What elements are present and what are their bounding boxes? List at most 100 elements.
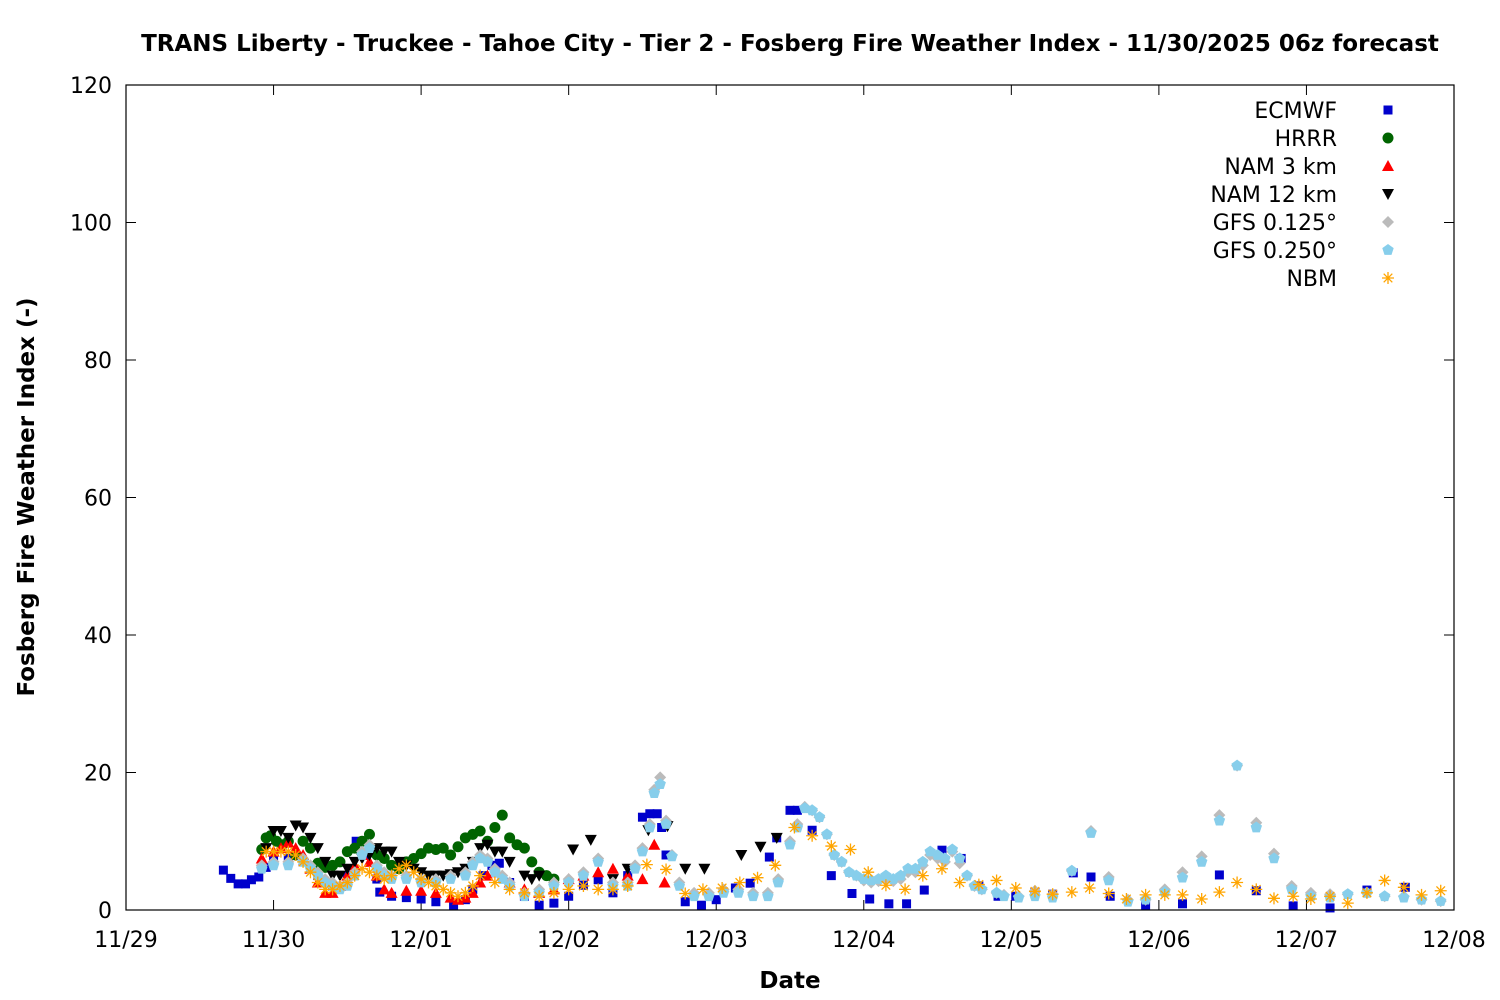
data-point: [363, 828, 375, 840]
legend-marker-icon: [1382, 189, 1394, 200]
data-point: [792, 805, 802, 815]
data-point: [459, 869, 472, 881]
data-point: [698, 863, 711, 875]
data-point: [577, 869, 590, 881]
x-tick-label: 12/07: [1275, 928, 1338, 953]
data-point: [282, 832, 295, 844]
data-point: [437, 842, 449, 854]
data-point: [474, 843, 487, 855]
data-point: [1176, 888, 1189, 901]
data-marks: [218, 759, 1447, 913]
x-tick-label: 12/08: [1422, 928, 1485, 953]
data-point: [1360, 886, 1373, 899]
y-tick-label: 80: [84, 349, 112, 374]
data-point: [533, 890, 546, 903]
data-point: [459, 886, 472, 899]
data-point: [902, 899, 912, 909]
data-point: [1009, 882, 1022, 894]
data-point: [1286, 883, 1298, 895]
data-point: [716, 882, 729, 894]
data-point: [333, 870, 346, 882]
data-point: [333, 879, 346, 892]
data-point: [1268, 852, 1280, 864]
data-point: [654, 778, 666, 789]
data-point: [518, 870, 531, 882]
data-point: [916, 869, 929, 882]
data-point: [311, 876, 324, 889]
data-point: [267, 845, 280, 858]
data-point: [547, 886, 560, 899]
data-point: [452, 841, 464, 853]
data-point: [899, 883, 912, 896]
data-point: [1213, 886, 1226, 899]
legend-label: GFS 0.125°: [1213, 211, 1337, 236]
legend-marker-icon: [1382, 160, 1394, 171]
data-point: [648, 838, 661, 850]
data-point: [835, 855, 848, 867]
data-point: [489, 822, 501, 833]
data-point: [415, 884, 428, 896]
data-point: [474, 876, 487, 888]
data-point: [644, 821, 656, 833]
data-point: [666, 850, 678, 862]
data-point: [640, 858, 653, 871]
data-point: [562, 883, 575, 896]
data-point: [1105, 891, 1115, 901]
data-point: [254, 872, 264, 882]
y-tick-label: 60: [84, 487, 112, 512]
data-point: [593, 875, 603, 885]
y-tick-label: 100: [70, 212, 112, 237]
data-point: [400, 884, 413, 896]
data-point: [481, 855, 494, 867]
data-point: [584, 834, 597, 846]
data-point: [533, 870, 546, 882]
data-point: [1341, 897, 1354, 910]
data-point: [474, 825, 486, 837]
data-point: [274, 825, 287, 837]
data-point: [946, 843, 958, 855]
data-point: [1176, 871, 1189, 883]
data-point: [1415, 888, 1428, 901]
data-point: [998, 890, 1010, 902]
data-point: [828, 849, 840, 860]
data-point: [218, 865, 228, 875]
data-point: [1158, 888, 1171, 901]
data-point: [1213, 814, 1226, 826]
data-point: [525, 874, 538, 886]
data-point: [348, 869, 361, 882]
chart-title: TRANS Liberty - Truckee - Tahoe City - T…: [141, 31, 1439, 57]
data-point: [341, 876, 354, 889]
data-point: [445, 849, 457, 861]
data-point: [696, 900, 706, 910]
data-point: [549, 898, 559, 908]
data-point: [954, 852, 966, 864]
data-point: [1397, 881, 1410, 894]
data-point: [466, 886, 479, 898]
data-point: [592, 883, 605, 896]
data-point: [1231, 876, 1244, 889]
data-point: [481, 869, 494, 881]
data-point: [1085, 827, 1097, 838]
x-tick-label: 12/02: [537, 928, 600, 953]
data-point: [452, 867, 464, 879]
data-point: [429, 879, 442, 892]
data-point: [496, 809, 508, 821]
legend-marker-icon: [1382, 132, 1394, 144]
data-point: [919, 885, 929, 895]
data-point: [1378, 890, 1391, 902]
x-tick-label: 12/05: [980, 928, 1043, 953]
data-point: [401, 893, 411, 903]
data-point: [953, 876, 966, 889]
data-point: [267, 859, 280, 871]
data-point: [518, 886, 531, 899]
legend-label: NAM 3 km: [1224, 155, 1337, 180]
y-tick-label: 120: [70, 74, 112, 99]
data-point: [1324, 890, 1337, 903]
data-point: [1195, 893, 1208, 905]
data-point: [747, 890, 759, 902]
data-point: [489, 866, 501, 877]
data-point: [688, 890, 700, 902]
data-point: [1120, 893, 1133, 905]
data-point: [679, 863, 692, 875]
data-point: [1304, 893, 1317, 905]
